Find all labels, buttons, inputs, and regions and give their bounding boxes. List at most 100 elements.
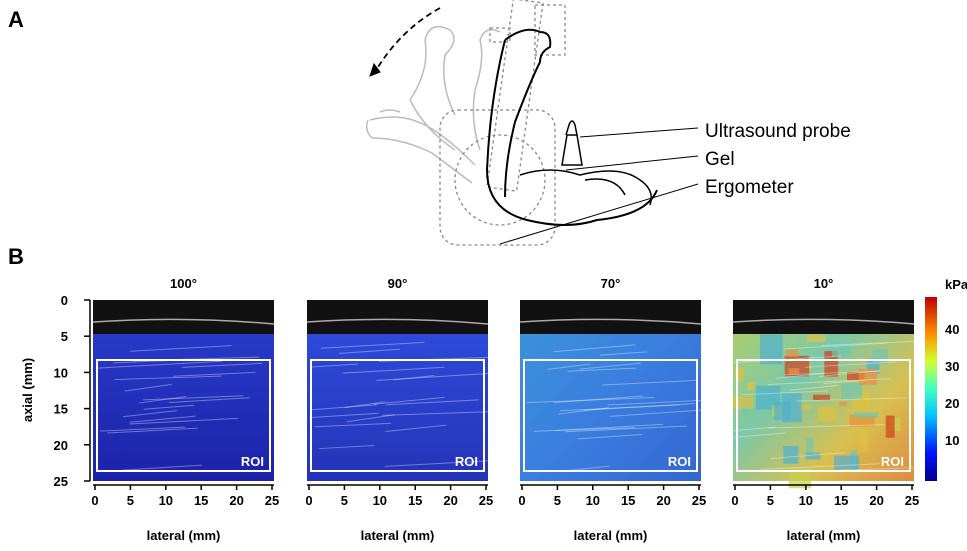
- y-tick-label: 20: [54, 438, 68, 453]
- x-tick-label: 10: [159, 493, 173, 508]
- fiber: [770, 451, 846, 460]
- fiber: [339, 348, 400, 354]
- colorbar-tick-label: 40: [945, 322, 959, 337]
- x-tick-label: 10: [586, 493, 600, 508]
- x-tick-label: 25: [905, 493, 919, 508]
- x-axis-label: lateral (mm): [574, 528, 648, 543]
- x-tick-label: 20: [443, 493, 457, 508]
- fiber: [382, 411, 489, 416]
- fiber: [796, 397, 906, 402]
- fiber: [319, 445, 375, 450]
- fiber: [376, 373, 489, 381]
- stiffness-patch: [747, 382, 756, 391]
- colorbar: [925, 297, 937, 481]
- x-tick-label: 20: [656, 493, 670, 508]
- stiffness-patch: [817, 406, 837, 421]
- stiffness-patch: [797, 403, 811, 410]
- stiffness-patch: [813, 394, 831, 401]
- y-tick-label: 0: [61, 293, 68, 308]
- stiffness-patch: [755, 385, 781, 410]
- fiber: [818, 370, 881, 378]
- fiber: [346, 414, 396, 423]
- colorbar-unit: kPa: [945, 277, 967, 292]
- fiber: [309, 412, 379, 419]
- fiber: [805, 361, 897, 368]
- fiber: [577, 433, 642, 440]
- y-tick-label: 5: [61, 329, 68, 344]
- fiber: [555, 423, 664, 431]
- stiffness-patch: [841, 382, 862, 400]
- stiffness-patch: [805, 452, 821, 460]
- roi-box: [310, 359, 485, 472]
- colorbar-tick-label: 10: [945, 433, 959, 448]
- stiffness-patch: [858, 428, 869, 453]
- arm-sketch: [365, 0, 699, 246]
- fiber: [373, 396, 445, 405]
- x-axis-label: lateral (mm): [361, 528, 435, 543]
- fiber: [344, 401, 386, 409]
- x-tick-label: 25: [692, 493, 706, 508]
- annotation: Gel: [705, 149, 735, 170]
- stiffness-patch: [839, 401, 848, 407]
- fascia: [519, 318, 702, 325]
- fiber: [767, 378, 890, 385]
- stiffness-patch: [849, 414, 875, 427]
- fiber: [566, 465, 610, 472]
- stiffness-patch: [832, 342, 851, 357]
- fiber: [168, 397, 250, 403]
- x-tick-label: 0: [731, 493, 738, 508]
- roi-label: ROI: [668, 454, 691, 469]
- fiber: [182, 362, 263, 368]
- fiber: [526, 396, 655, 404]
- stiffness-patch: [824, 350, 839, 377]
- stiffness-patch: [858, 369, 878, 385]
- y-tick-label: 10: [54, 365, 68, 380]
- stiffness-patch: [785, 349, 799, 357]
- image-top: [307, 300, 488, 334]
- fiber: [760, 463, 880, 470]
- x-axis-label: lateral (mm): [147, 528, 221, 543]
- fiber: [124, 383, 172, 392]
- x-tick-label: 0: [91, 493, 98, 508]
- image-title: 70°: [601, 276, 621, 291]
- fiber: [393, 375, 435, 381]
- x-tick-label: 20: [229, 493, 243, 508]
- fiber: [602, 379, 697, 386]
- roi-box: [96, 359, 271, 472]
- fiber: [130, 415, 196, 423]
- roi-label: ROI: [241, 454, 264, 469]
- fiber: [821, 340, 915, 346]
- fiber: [599, 351, 648, 356]
- fiber: [768, 424, 885, 429]
- panel-label: B: [8, 244, 24, 269]
- fiber: [384, 460, 489, 467]
- fiber: [97, 360, 223, 369]
- fiber: [583, 403, 695, 411]
- fascia: [306, 318, 489, 325]
- colorbar-tick-label: 30: [945, 359, 959, 374]
- fiber: [567, 367, 637, 372]
- fiber: [314, 422, 392, 428]
- annotation: Ultrasound probe: [705, 121, 851, 142]
- fiber: [385, 399, 479, 406]
- x-tick-label: 5: [341, 493, 348, 508]
- stiffness-patch: [783, 445, 799, 464]
- y-tick-label: 15: [54, 402, 68, 417]
- fiber: [385, 424, 447, 432]
- fiber: [533, 427, 635, 432]
- fiber: [734, 432, 787, 438]
- annotation: Ergometer: [705, 177, 794, 198]
- image-top: [733, 300, 914, 334]
- x-tick-label: 0: [305, 493, 312, 508]
- image-top: [520, 300, 701, 334]
- x-tick-label: 15: [621, 493, 635, 508]
- x-tick-label: 5: [127, 493, 134, 508]
- image-title: 90°: [388, 276, 408, 291]
- fiber: [342, 366, 445, 374]
- fiber: [741, 390, 828, 396]
- fiber: [565, 425, 687, 433]
- fiber: [311, 404, 377, 411]
- stiffness-patch: [733, 395, 754, 409]
- stiffness-patch: [788, 467, 812, 489]
